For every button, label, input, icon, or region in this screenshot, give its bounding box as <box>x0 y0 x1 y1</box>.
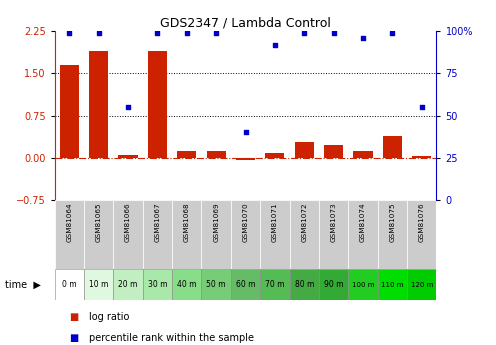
Text: GSM81076: GSM81076 <box>419 202 425 242</box>
Point <box>330 30 338 36</box>
Bar <box>113 269 143 300</box>
Bar <box>113 200 143 269</box>
Bar <box>295 142 314 158</box>
Text: 30 m: 30 m <box>148 280 167 289</box>
Bar <box>265 153 284 158</box>
Text: 20 m: 20 m <box>119 280 138 289</box>
Text: GSM81064: GSM81064 <box>66 202 72 242</box>
Bar <box>55 200 84 269</box>
Text: 50 m: 50 m <box>206 280 226 289</box>
Text: GSM81069: GSM81069 <box>213 202 219 242</box>
Bar <box>55 269 84 300</box>
Bar <box>260 269 290 300</box>
Text: percentile rank within the sample: percentile rank within the sample <box>89 333 254 343</box>
Bar <box>60 65 79 158</box>
Bar <box>378 269 407 300</box>
Text: GSM81070: GSM81070 <box>243 202 248 242</box>
Point <box>242 130 249 135</box>
Bar <box>148 51 167 158</box>
Text: 40 m: 40 m <box>177 280 196 289</box>
Point <box>65 30 73 36</box>
Text: GSM81071: GSM81071 <box>272 202 278 242</box>
Point <box>271 42 279 47</box>
Text: 10 m: 10 m <box>89 280 108 289</box>
Bar <box>119 155 137 158</box>
Text: GSM81068: GSM81068 <box>184 202 190 242</box>
Text: GSM81074: GSM81074 <box>360 202 366 242</box>
Text: 90 m: 90 m <box>324 280 343 289</box>
Point <box>153 30 161 36</box>
Bar <box>89 51 108 158</box>
Text: 60 m: 60 m <box>236 280 255 289</box>
Bar <box>143 200 172 269</box>
Bar <box>84 269 113 300</box>
Point <box>212 30 220 36</box>
Bar <box>231 269 260 300</box>
Bar <box>412 156 432 158</box>
Bar <box>319 200 348 269</box>
Point <box>359 35 367 41</box>
Point <box>300 30 308 36</box>
Bar <box>84 200 113 269</box>
Bar <box>378 200 407 269</box>
Text: GSM81073: GSM81073 <box>331 202 337 242</box>
Text: 110 m: 110 m <box>381 282 404 288</box>
Bar <box>201 200 231 269</box>
Text: GSM81067: GSM81067 <box>154 202 160 242</box>
Bar <box>201 269 231 300</box>
Text: GSM81075: GSM81075 <box>389 202 395 242</box>
Point <box>124 104 132 110</box>
Bar <box>207 151 226 158</box>
Point <box>388 30 396 36</box>
Bar <box>231 200 260 269</box>
Text: ■: ■ <box>69 333 79 343</box>
Bar <box>260 200 290 269</box>
Bar <box>236 158 255 160</box>
Text: GSM81065: GSM81065 <box>96 202 102 242</box>
Title: GDS2347 / Lambda Control: GDS2347 / Lambda Control <box>160 17 331 30</box>
Point <box>183 30 191 36</box>
Bar <box>348 269 378 300</box>
Bar <box>177 151 196 158</box>
Bar <box>172 269 201 300</box>
Text: 100 m: 100 m <box>352 282 374 288</box>
Point <box>418 104 426 110</box>
Text: GSM81066: GSM81066 <box>125 202 131 242</box>
Text: GSM81072: GSM81072 <box>301 202 308 242</box>
Text: 70 m: 70 m <box>265 280 285 289</box>
Bar <box>290 269 319 300</box>
Bar <box>354 151 372 158</box>
Text: log ratio: log ratio <box>89 313 129 322</box>
Text: 120 m: 120 m <box>411 282 433 288</box>
Bar <box>324 146 343 158</box>
Bar <box>407 269 436 300</box>
Text: 80 m: 80 m <box>295 280 314 289</box>
Bar <box>143 269 172 300</box>
Text: ■: ■ <box>69 313 79 322</box>
Bar <box>348 200 378 269</box>
Bar <box>172 200 201 269</box>
Text: time  ▶: time ▶ <box>5 280 41 289</box>
Bar <box>383 136 402 158</box>
Point <box>95 30 103 36</box>
Text: 0 m: 0 m <box>62 280 76 289</box>
Bar <box>407 200 436 269</box>
Bar <box>290 200 319 269</box>
Bar <box>319 269 348 300</box>
